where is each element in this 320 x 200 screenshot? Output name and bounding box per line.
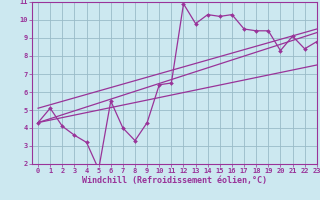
X-axis label: Windchill (Refroidissement éolien,°C): Windchill (Refroidissement éolien,°C) [82,176,267,185]
